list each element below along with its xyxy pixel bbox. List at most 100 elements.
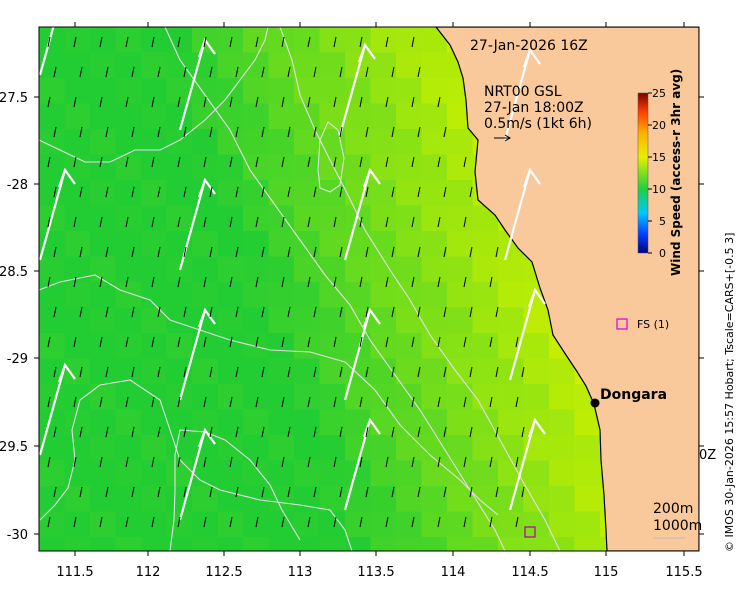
wind-arrow-small <box>151 36 155 48</box>
wind-cell <box>319 52 346 79</box>
wind-arrow-small <box>261 486 265 498</box>
wind-cell <box>166 460 193 487</box>
wind-cell <box>39 103 66 130</box>
wind-cell <box>64 205 91 232</box>
wind-arrow-small <box>391 366 395 378</box>
wind-arrow-small <box>313 426 317 438</box>
wind-arrow-small <box>261 66 265 78</box>
wind-arrow-small <box>365 126 369 138</box>
wind-arrow-small <box>209 186 213 198</box>
wind-cell <box>345 435 372 462</box>
wind-arrow-small <box>307 216 311 228</box>
wind-arrow-small <box>183 366 187 378</box>
wind-cell <box>345 537 372 551</box>
wind-cell <box>243 78 270 105</box>
wind-cell <box>549 409 576 436</box>
wind-arrow-small <box>281 216 285 228</box>
wind-arrow-small <box>47 516 51 528</box>
y-axis: 27.5 -28 28.5 -29 29.5 -30 <box>0 91 704 543</box>
place-fs: FS (1) <box>616 318 669 331</box>
wind-cell <box>421 129 448 156</box>
wind-cell <box>166 511 193 538</box>
wind-cell <box>396 52 423 79</box>
wind-arrow-small <box>417 426 421 438</box>
wind-arrow-small <box>177 276 181 288</box>
edge-label: 0Z <box>699 448 716 463</box>
wind-arrow-small <box>385 336 389 348</box>
wind-cell <box>217 52 244 79</box>
wind-cell <box>319 231 346 258</box>
wind-arrow-small <box>333 96 337 108</box>
wind-cell <box>319 537 346 551</box>
wind-arrow-small <box>359 276 363 288</box>
wind-arrow-small <box>99 336 103 348</box>
wind-cell <box>447 486 474 513</box>
wind-cell <box>447 409 474 436</box>
wind-cell <box>549 460 576 487</box>
wind-arrow-small <box>261 186 265 198</box>
wind-cell <box>421 460 448 487</box>
wind-cell <box>319 205 346 232</box>
wind-cell <box>549 384 576 411</box>
place-dongara: Dongara <box>590 387 667 408</box>
wind-arrow-small <box>313 306 317 318</box>
wind-arrow-small <box>365 306 369 318</box>
wind-cell <box>243 409 270 436</box>
wind-arrow-small <box>73 36 77 48</box>
wind-cell <box>396 537 423 551</box>
wind-arrow-small <box>79 186 83 198</box>
wind-arrow-small <box>73 516 77 528</box>
wind-arrow-small <box>417 66 421 78</box>
wind-cell <box>90 282 117 309</box>
colorbar-tick-label: 15 <box>652 151 666 164</box>
wind-arrow-small <box>131 426 135 438</box>
wind-arrow-small <box>47 336 51 348</box>
wind-arrow-small <box>99 36 103 48</box>
wind-arrow-small <box>203 396 207 408</box>
wind-cell <box>243 537 270 551</box>
wind-cell <box>472 384 499 411</box>
wind-arrow-small <box>443 426 447 438</box>
wind-arrow-small <box>203 156 207 168</box>
wind-cell <box>141 27 168 54</box>
wind-cell <box>90 27 117 54</box>
wind-cell <box>268 52 295 79</box>
bathymetry-contours <box>39 27 561 551</box>
wind-cell <box>574 460 601 487</box>
wind-arrow-small <box>47 36 51 48</box>
wind-arrow-small <box>47 396 51 408</box>
wind-arrow-small <box>53 366 57 378</box>
wind-cell <box>396 409 423 436</box>
wind-cell <box>217 129 244 156</box>
wind-arrow-small <box>463 216 467 228</box>
wind-cell <box>64 307 91 334</box>
wind-cell <box>217 256 244 283</box>
wind-cell <box>421 103 448 130</box>
wind-arrow-small <box>235 366 239 378</box>
wind-cell <box>141 52 168 79</box>
wind-cell <box>64 282 91 309</box>
wind-cell <box>64 103 91 130</box>
wind-arrow-small <box>411 516 415 528</box>
wind-cell <box>90 180 117 207</box>
wind-cell <box>396 180 423 207</box>
wind-arrow-small <box>417 486 421 498</box>
wind-arrow-large <box>39 167 76 261</box>
wind-arrow-small <box>131 366 135 378</box>
wind-arrow-small <box>411 336 415 348</box>
wind-arrow-small <box>229 216 233 228</box>
wind-cell <box>421 409 448 436</box>
wind-cell <box>64 180 91 207</box>
land-mass <box>435 27 699 551</box>
wind-arrow-small <box>47 96 51 108</box>
wind-cell <box>523 460 550 487</box>
wind-arrow-small <box>229 276 233 288</box>
wind-cell <box>64 511 91 538</box>
wind-arrow-small <box>131 126 135 138</box>
wind-cell <box>447 358 474 385</box>
wind-cell <box>217 27 244 54</box>
wind-arrow-small <box>79 66 83 78</box>
wind-arrow-small <box>313 126 317 138</box>
station-marker-small <box>524 526 536 538</box>
wind-arrow-small <box>131 66 135 78</box>
